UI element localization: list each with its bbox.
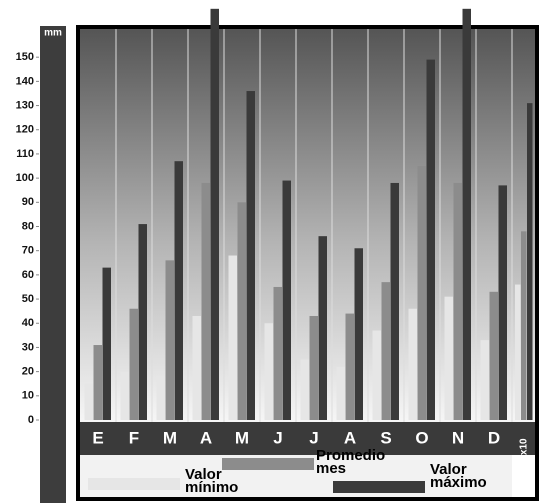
bar [309, 315, 318, 420]
bar [246, 91, 255, 421]
bar [129, 308, 138, 420]
bar [372, 330, 381, 420]
bar [521, 231, 527, 420]
bar [426, 59, 435, 420]
legend-label: Valor máximo [430, 461, 487, 491]
bar [120, 371, 129, 420]
bar [515, 284, 521, 420]
bar [300, 359, 309, 420]
frame [76, 25, 539, 501]
bar [84, 383, 93, 420]
y-tick-label: 100 [16, 172, 34, 184]
bar [408, 308, 417, 420]
x-tick-label: M [235, 428, 249, 447]
y-tick-label: 110 [16, 148, 34, 160]
legend-label: Valor mínimo [185, 466, 239, 496]
y-tick-label: 140 [16, 75, 34, 87]
bar [165, 260, 174, 420]
bar [390, 182, 399, 420]
y-tick-label: 80 [22, 220, 34, 232]
bar [345, 313, 354, 420]
bar [102, 267, 111, 420]
x-tick-label: S [380, 428, 391, 447]
y-tick-label: 70 [22, 245, 34, 257]
bar [318, 236, 327, 420]
bar [228, 255, 237, 420]
x-tick-label: E [92, 428, 103, 447]
axis-column [40, 26, 66, 503]
legend-swatch [88, 478, 180, 490]
bar [282, 180, 291, 420]
bar [93, 345, 102, 420]
bar [192, 315, 201, 420]
legend-label: Promedio mes [316, 447, 386, 477]
bar [210, 8, 219, 420]
category-strip [80, 422, 536, 455]
y-tick-label: 60 [22, 269, 34, 281]
x-tick-label: D [488, 428, 500, 447]
y-tick-label: 10 [22, 390, 34, 402]
bar [273, 286, 282, 420]
x-tick-label: M [163, 428, 177, 447]
bar [417, 166, 426, 420]
x-tick-label: A [344, 428, 356, 447]
x-tick-label: J [273, 428, 282, 447]
y-tick-label: 30 [22, 341, 34, 353]
legend-swatch [333, 481, 425, 493]
y-tick-label: 0 [28, 414, 34, 426]
bar [336, 366, 345, 420]
bar [264, 323, 273, 420]
x-tick-label: O [415, 428, 428, 447]
bar [489, 291, 498, 420]
bar [527, 103, 533, 421]
x-tick-label: F [129, 428, 139, 447]
y-tick-label: 150 [16, 51, 34, 63]
legend-swatch [222, 458, 314, 470]
x-tick-label: N [452, 428, 464, 447]
y-tick-label: 120 [16, 124, 34, 136]
x-tick-label: A [200, 428, 212, 447]
bar [174, 161, 183, 420]
y-tick-label: 90 [22, 196, 34, 208]
bar [462, 8, 471, 420]
bar [444, 296, 453, 420]
bar [498, 185, 507, 420]
y-tick-label: 130 [16, 99, 34, 111]
bar [453, 182, 462, 420]
bar [201, 182, 210, 420]
bar [354, 248, 363, 420]
x-tick-label: Anual x10 [519, 438, 530, 486]
bar [156, 376, 165, 420]
bar [138, 224, 147, 420]
bar [480, 340, 489, 420]
bar [237, 202, 246, 420]
y-axis-label: mm [44, 28, 62, 39]
bar [381, 282, 390, 420]
y-tick-label: 40 [22, 317, 34, 329]
x-tick-label: J [309, 428, 318, 447]
y-tick-label: 50 [22, 293, 34, 305]
y-tick-label: 20 [22, 366, 34, 378]
